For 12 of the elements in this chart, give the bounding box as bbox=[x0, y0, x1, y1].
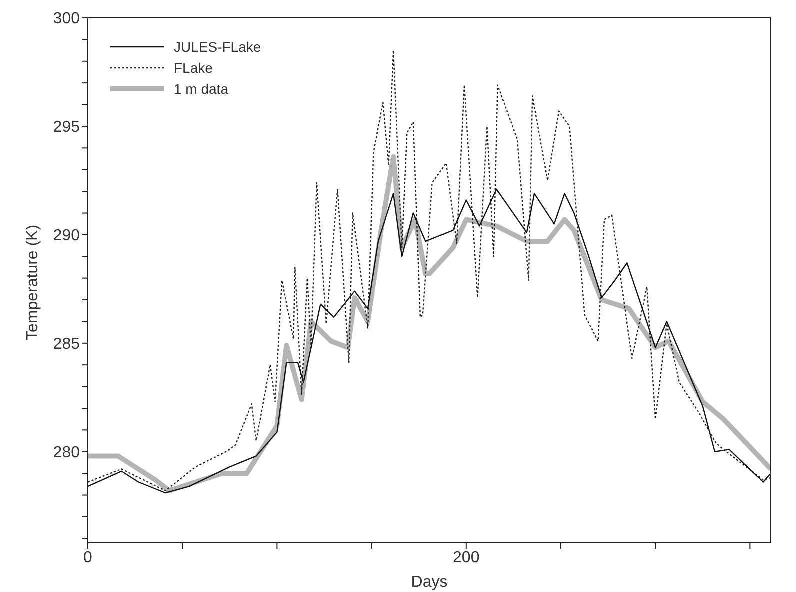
legend-label: FLake bbox=[174, 60, 213, 76]
x-axis-title: Days bbox=[411, 574, 448, 591]
y-tick-label: 280 bbox=[53, 444, 80, 462]
y-tick-label: 290 bbox=[53, 228, 80, 245]
legend-label: 1 m data bbox=[174, 80, 228, 96]
y-tick-label: 285 bbox=[53, 336, 80, 354]
legend-label: JULES-FLake bbox=[174, 38, 262, 54]
x-tick-label: 0 bbox=[84, 549, 93, 566]
y-tick-label: 295 bbox=[53, 119, 80, 136]
y-tick-label: 300 bbox=[53, 10, 80, 28]
y-axis-title: Temperature (K) bbox=[24, 224, 42, 340]
x-tick-label: 200 bbox=[453, 549, 480, 566]
